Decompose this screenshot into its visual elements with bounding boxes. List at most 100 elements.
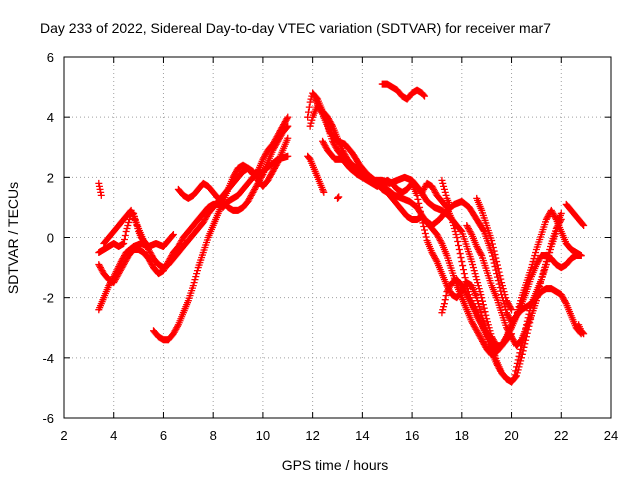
data-point — [531, 252, 539, 260]
data-point — [507, 331, 515, 339]
data-point — [503, 324, 511, 332]
data-point — [119, 262, 127, 270]
data-point — [282, 116, 290, 124]
data-point — [546, 246, 554, 254]
data-point — [508, 306, 516, 314]
data-point — [96, 264, 104, 272]
data-point — [445, 285, 453, 293]
data-point — [488, 237, 496, 245]
data-point — [517, 354, 525, 362]
data-points — [95, 80, 588, 386]
data-point — [538, 273, 546, 281]
data-point — [231, 170, 239, 178]
data-point — [313, 98, 321, 106]
data-point — [440, 300, 448, 308]
data-point — [312, 97, 320, 105]
data-point — [459, 266, 467, 274]
x-tick-label: 4 — [110, 428, 117, 443]
data-point — [446, 282, 454, 290]
data-point — [252, 182, 260, 190]
data-point — [256, 176, 264, 184]
data-point — [430, 253, 438, 261]
data-point — [430, 252, 438, 260]
data-point — [556, 218, 564, 226]
data-point — [504, 327, 512, 335]
data-point — [502, 294, 510, 302]
series-Q — [463, 215, 565, 350]
data-point — [544, 212, 552, 220]
data-point — [461, 288, 469, 296]
data-point — [142, 241, 150, 249]
data-point — [500, 337, 508, 345]
data-point — [542, 258, 550, 266]
data-point — [169, 231, 177, 239]
data-point — [469, 319, 477, 327]
data-point — [477, 334, 485, 342]
data-point — [97, 265, 105, 273]
data-point — [413, 191, 421, 199]
data-point — [444, 286, 452, 294]
data-point — [469, 321, 477, 329]
data-point — [267, 170, 275, 178]
data-point — [275, 134, 283, 142]
data-point — [418, 188, 426, 196]
data-point — [414, 195, 422, 203]
data-point — [265, 175, 273, 183]
x-tick-label: 16 — [405, 428, 419, 443]
data-point — [332, 143, 340, 151]
data-point — [435, 234, 443, 241]
data-point — [500, 288, 508, 296]
data-point — [492, 254, 500, 262]
data-point — [458, 282, 466, 290]
data-point — [121, 259, 129, 267]
data-point — [561, 297, 569, 305]
data-point — [561, 298, 569, 306]
data-point — [493, 361, 501, 369]
data-point — [451, 227, 459, 235]
data-point — [116, 268, 124, 276]
data-point — [169, 230, 177, 238]
data-point — [121, 231, 129, 239]
data-point — [537, 276, 545, 284]
data-point — [248, 190, 256, 198]
y-tick-label: 6 — [47, 50, 54, 65]
data-point — [190, 279, 198, 287]
data-point — [430, 185, 438, 193]
x-tick-label: 20 — [504, 428, 518, 443]
data-point — [438, 176, 446, 184]
data-point — [255, 178, 263, 186]
data-point — [443, 288, 451, 296]
data-point — [550, 211, 558, 219]
data-point — [468, 258, 476, 266]
data-point — [430, 187, 438, 195]
data-point — [493, 360, 501, 368]
data-point — [256, 175, 264, 183]
data-point — [541, 264, 549, 272]
data-point — [322, 143, 330, 151]
data-point — [431, 188, 439, 196]
data-point — [448, 215, 456, 223]
data-point — [542, 215, 550, 223]
data-point — [124, 221, 132, 229]
data-point — [441, 296, 449, 304]
data-point — [439, 179, 447, 187]
series-F — [150, 113, 292, 344]
data-point — [483, 315, 491, 323]
data-point — [319, 110, 327, 118]
data-point — [503, 298, 511, 306]
data-point — [499, 339, 507, 347]
x-tick-label: 18 — [455, 428, 469, 443]
data-point — [266, 172, 274, 180]
data-point — [579, 220, 587, 228]
data-point — [513, 372, 521, 380]
data-point — [457, 254, 465, 262]
data-point — [112, 274, 120, 282]
series-U — [575, 321, 588, 338]
data-point — [271, 142, 279, 150]
data-point — [436, 237, 444, 245]
data-point — [494, 363, 502, 371]
data-point — [542, 261, 550, 269]
data-point — [331, 142, 339, 150]
data-point — [556, 217, 564, 225]
data-point — [580, 330, 588, 338]
